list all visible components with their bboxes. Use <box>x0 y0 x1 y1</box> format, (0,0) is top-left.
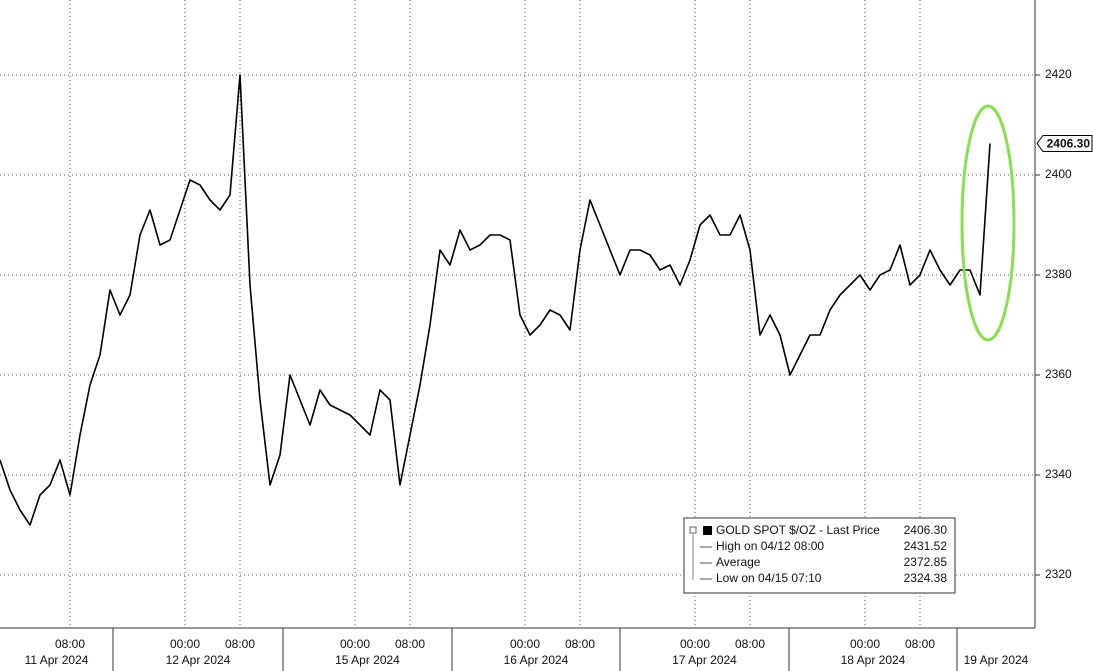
y-tick-label: 2400 <box>1045 167 1072 181</box>
y-tick-label: 2380 <box>1045 267 1072 281</box>
date-label: 16 Apr 2024 <box>504 653 569 667</box>
last-price-label: 2406.30 <box>1047 137 1091 151</box>
x-tick-label: 08:00 <box>565 637 595 651</box>
date-label: 11 Apr 2024 <box>25 653 89 667</box>
legend-row-label: Average <box>716 555 761 569</box>
legend-row-value: 2324.38 <box>904 571 948 585</box>
last-price-tag <box>1036 135 1093 152</box>
legend-row-value: 2431.52 <box>904 539 948 553</box>
date-label: 17 Apr 2024 <box>672 653 737 667</box>
y-tick-label: 2420 <box>1045 67 1072 81</box>
x-tick-label: 00:00 <box>510 637 540 651</box>
date-label: 18 Apr 2024 <box>841 653 906 667</box>
date-label: 12 Apr 2024 <box>166 653 231 667</box>
y-tick-label: 2340 <box>1045 467 1072 481</box>
x-tick-label: 08:00 <box>395 637 425 651</box>
legend-row-label: High on 04/12 08:00 <box>716 539 824 553</box>
x-tick-label: 08:00 <box>905 637 935 651</box>
x-tick-label: 00:00 <box>170 637 200 651</box>
legend-collapse <box>689 526 697 534</box>
legend: GOLD SPOT $/OZ - Last Price 2406.30 High o… <box>683 517 956 594</box>
date-label: 19 Apr 2024 <box>964 653 1029 667</box>
legend-last-value: 2406.30 <box>904 523 948 537</box>
date-label: 15 Apr 2024 <box>335 653 400 667</box>
price-line <box>0 74 991 526</box>
x-tick-label: 00:00 <box>680 637 710 651</box>
legend-row-label: Low on 04/15 07:10 <box>716 571 822 585</box>
x-tick-label: 08:00 <box>735 637 765 651</box>
x-tick-label: 08:00 <box>225 637 255 651</box>
legend-row-value: 2372.85 <box>904 555 948 569</box>
x-tick-label: 08:00 <box>55 637 85 651</box>
x-tick-label: 00:00 <box>340 637 370 651</box>
legend-swatch <box>703 526 712 535</box>
highlight-ellipse <box>960 104 1016 342</box>
y-tick-label: 2360 <box>1045 367 1072 381</box>
legend-title: GOLD SPOT $/OZ - Last Price <box>716 523 880 537</box>
legend-box <box>683 517 956 594</box>
x-tick-label: 00:00 <box>850 637 880 651</box>
y-tick-label: 2320 <box>1045 567 1072 581</box>
